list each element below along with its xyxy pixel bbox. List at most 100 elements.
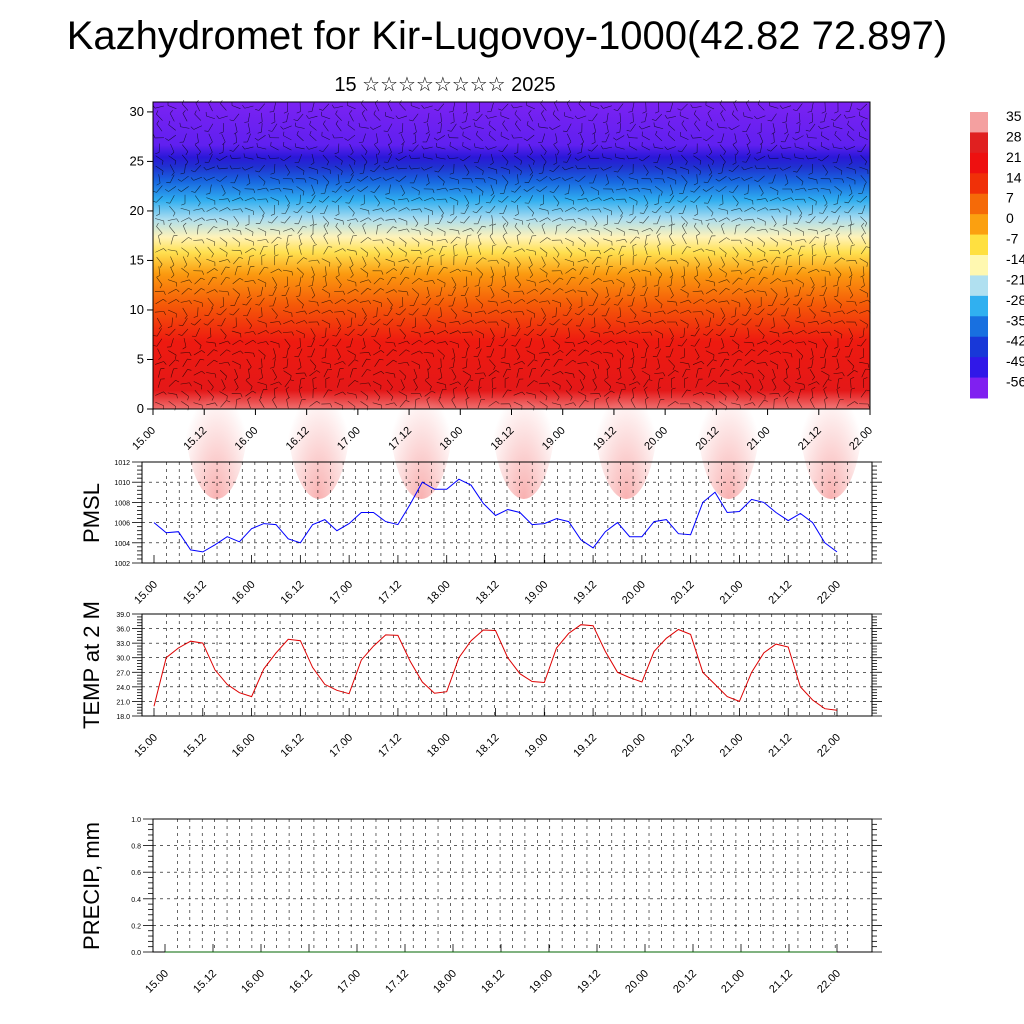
wind-barb <box>515 328 521 337</box>
wind-barb <box>527 226 534 234</box>
wind-barb <box>731 371 740 376</box>
wind-barb-flag <box>527 222 531 227</box>
wind-barb-flag <box>156 275 161 278</box>
wind-barb-flag <box>481 191 484 196</box>
wind-barb <box>373 288 381 295</box>
wind-barb <box>260 368 263 378</box>
wind-barb <box>759 317 764 327</box>
wind-barb <box>643 379 649 388</box>
wind-barb-flag <box>197 202 201 207</box>
colorbar-segment <box>970 275 988 297</box>
x-tick-label: 16.00 <box>239 968 267 996</box>
wind-barb-flag <box>240 208 243 213</box>
wind-barb-flag <box>721 315 726 319</box>
wind-barb-flag <box>342 391 346 395</box>
wind-barb-flag <box>457 330 461 334</box>
wind-barb <box>298 245 302 255</box>
wind-barb-flag <box>282 367 287 369</box>
wind-barb <box>681 246 688 255</box>
wind-barb <box>359 208 369 211</box>
wind-barb <box>551 299 561 304</box>
wind-barb <box>374 246 381 255</box>
wind-barb-flag <box>224 335 227 340</box>
wind-barb <box>465 112 468 122</box>
wind-barb-flag <box>283 285 288 288</box>
wind-barb <box>325 266 327 276</box>
wind-barb <box>782 247 791 254</box>
wind-barb <box>721 164 724 173</box>
wind-barb-flag <box>628 111 633 113</box>
wind-barb <box>747 327 750 337</box>
wind-barb <box>347 299 356 304</box>
wind-barb <box>346 249 356 252</box>
wind-barb <box>822 195 828 204</box>
wind-barb <box>168 299 177 305</box>
wind-barb-flag <box>860 275 865 278</box>
wind-barb-flag <box>715 189 720 192</box>
wind-barb <box>220 266 226 275</box>
wind-barb-flag <box>198 224 203 226</box>
wind-barb-flag <box>572 359 577 363</box>
wind-barb-flag <box>331 104 335 109</box>
wind-barb <box>360 390 369 397</box>
wind-barb-flag <box>323 222 327 227</box>
wind-barb-flag <box>322 275 327 278</box>
wind-barb <box>478 358 481 368</box>
wind-barb-flag <box>699 160 702 165</box>
wind-barb-flag <box>518 264 521 268</box>
wind-barb <box>426 307 431 317</box>
wind-barb-flag <box>866 262 868 267</box>
wind-barb <box>440 112 442 122</box>
wind-barb-flag <box>634 314 637 319</box>
wind-barb-flag <box>677 150 682 153</box>
wind-barb-flag <box>586 198 589 203</box>
wind-barb <box>580 143 583 153</box>
wind-barb-flag <box>246 295 251 299</box>
colorbar-label: -14 <box>1006 251 1024 267</box>
wind-barb-flag <box>273 376 277 381</box>
wind-barb <box>694 328 700 337</box>
wind-barb-flag <box>290 375 292 380</box>
wind-barb <box>706 155 714 162</box>
wind-barb <box>732 114 740 121</box>
wind-barb-flag <box>310 232 314 237</box>
wind-barb-flag <box>176 251 178 256</box>
wind-barb <box>746 123 751 132</box>
wind-barb <box>219 391 228 397</box>
wind-barb <box>231 208 241 211</box>
wind-barb <box>386 349 394 357</box>
wind-barb-flag <box>498 344 503 347</box>
wind-barb <box>641 188 651 190</box>
wind-barb <box>194 288 202 295</box>
wind-barb-flag <box>649 228 654 232</box>
axis-ticks <box>132 613 882 717</box>
wind-barb <box>770 144 778 152</box>
wind-barb-flag <box>751 226 756 229</box>
wind-barb-flag <box>836 243 841 247</box>
wind-barb <box>526 392 536 395</box>
wind-barb <box>309 359 317 367</box>
wind-barb <box>757 175 765 182</box>
wind-barb <box>309 205 317 214</box>
wind-barb-flag <box>311 295 315 299</box>
wind-barb <box>681 216 688 224</box>
wind-barb-flag <box>227 259 231 263</box>
wind-barb-flag <box>405 252 407 257</box>
wind-barb-flag <box>562 323 567 326</box>
wind-barb-flag <box>341 171 343 176</box>
wind-barb <box>577 217 587 222</box>
wind-barb <box>361 328 368 336</box>
wind-barb <box>680 195 688 203</box>
chart-subtitle: 15 ☆☆☆☆☆☆☆☆ 2025 <box>334 74 556 96</box>
wind-barb-flag <box>434 170 439 173</box>
wind-barb <box>221 317 226 327</box>
wind-barb <box>490 153 494 163</box>
wind-barb-flag <box>278 230 281 235</box>
wind-barb-flag <box>337 233 342 236</box>
wind-barb <box>517 204 519 214</box>
wind-barb <box>244 197 254 202</box>
wind-barb <box>158 266 161 276</box>
wind-barb <box>644 389 648 398</box>
wind-barb-flag <box>585 207 590 211</box>
x-tick-label: 20.00 <box>620 579 648 607</box>
